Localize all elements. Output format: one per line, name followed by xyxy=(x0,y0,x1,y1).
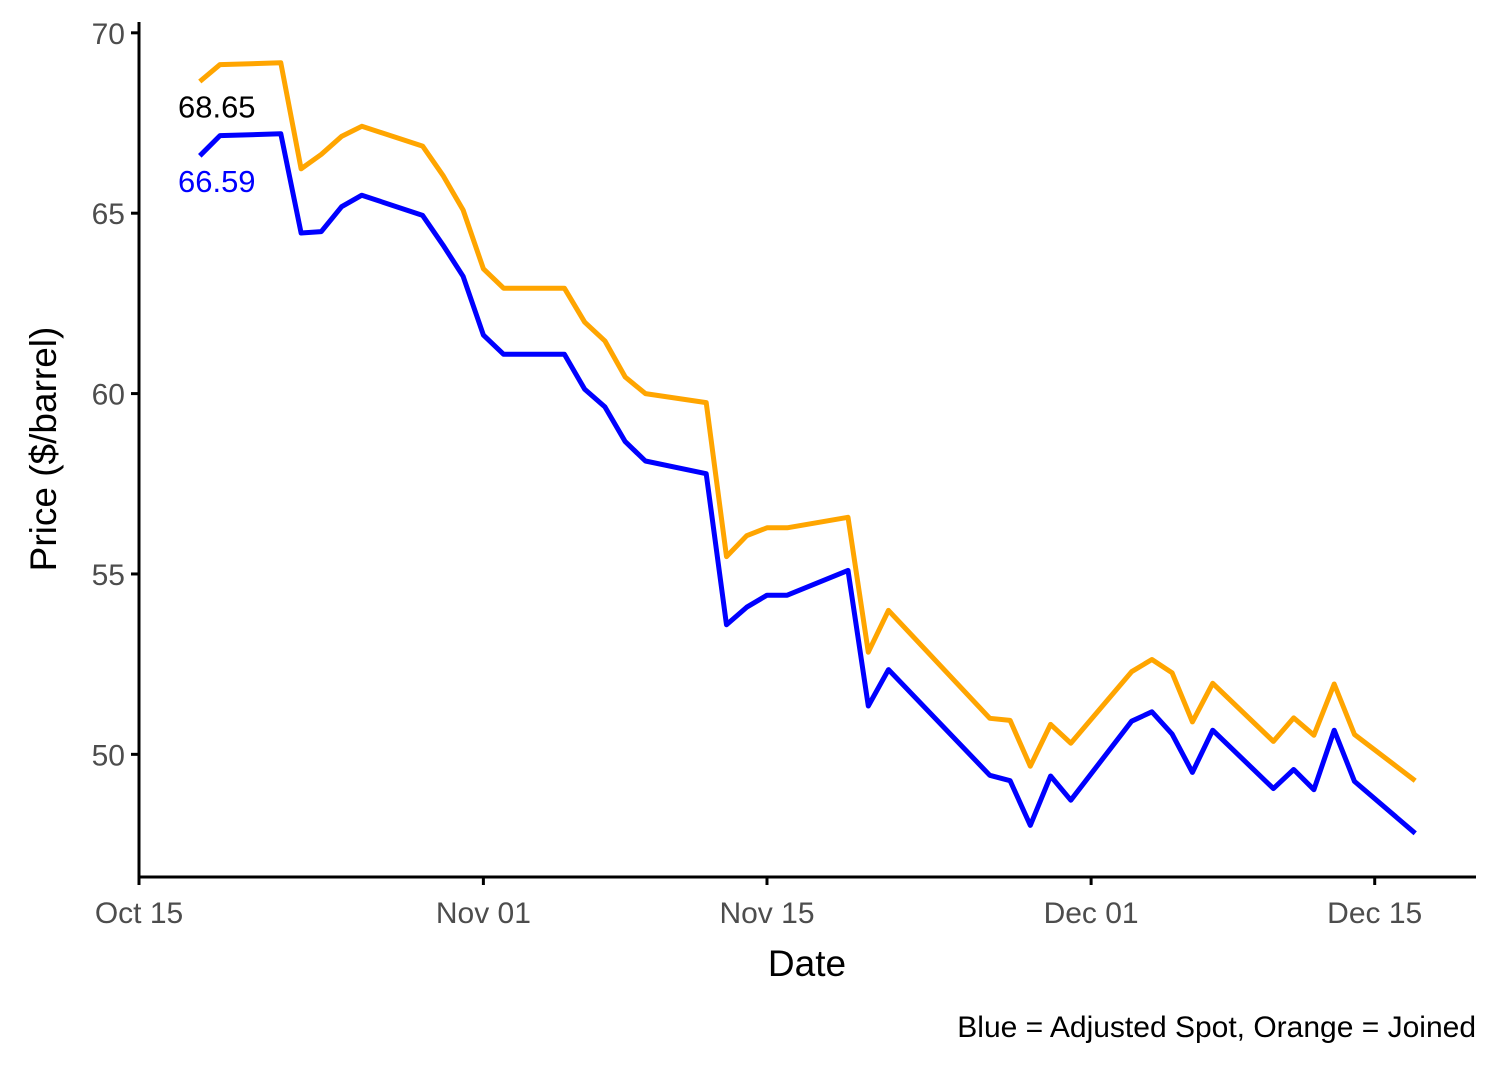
x-tick-label: Nov 01 xyxy=(436,897,531,930)
x-tick-label: Oct 15 xyxy=(95,897,183,930)
series-line-0 xyxy=(198,60,1417,783)
x-tick-label: Nov 15 xyxy=(719,897,814,930)
x-tick-label: Dec 01 xyxy=(1044,897,1139,930)
chart-caption: Blue = Adjusted Spot, Orange = Joined xyxy=(957,1011,1476,1044)
y-tick-label: 60 xyxy=(92,379,125,412)
series-layer xyxy=(198,60,1417,836)
y-tick-label: 70 xyxy=(92,18,125,51)
series-line-1 xyxy=(198,131,1417,836)
x-ticks: Oct 15 Nov 01 Nov 15 Dec 01 Dec 15 xyxy=(95,877,1422,930)
series-start-label-0: 68.65 xyxy=(178,90,256,125)
x-axis-title: Date xyxy=(768,943,846,984)
series-start-label-1: 66.59 xyxy=(178,164,256,199)
y-tick-label: 65 xyxy=(92,198,125,231)
y-ticks: 50 55 60 65 70 xyxy=(92,18,139,772)
point-label-layer: 68.65 66.59 xyxy=(178,90,256,199)
y-tick-label: 55 xyxy=(92,559,125,592)
y-axis-title: Price ($/barrel) xyxy=(23,327,64,572)
y-tick-label: 50 xyxy=(92,739,125,772)
x-tick-label: Dec 15 xyxy=(1327,897,1422,930)
